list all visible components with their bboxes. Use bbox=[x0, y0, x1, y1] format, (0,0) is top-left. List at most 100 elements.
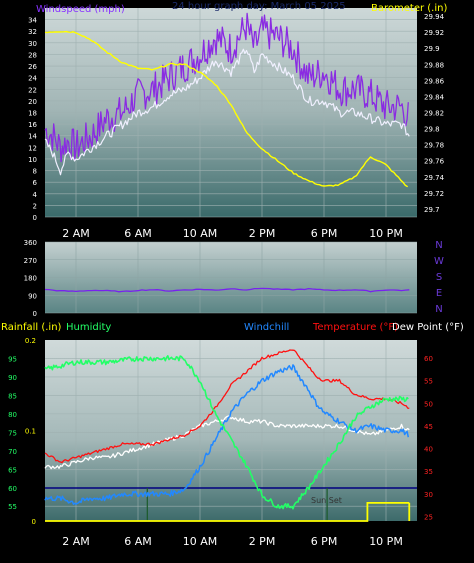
temperature-line bbox=[44, 349, 410, 464]
temp-hum-ticks: 55 60 65 70 75 80 85 90 95 25 30 35 40 45 50 55 60 0 0.1 0.… bbox=[8, 337, 433, 548]
windspeed-tick-label: 16 bbox=[28, 121, 37, 129]
temp-x-tick-label: 10 AM bbox=[183, 535, 218, 548]
humidity-tick-label: 65 bbox=[8, 466, 17, 474]
humidity-line bbox=[44, 355, 409, 510]
compass-label: N bbox=[435, 240, 442, 251]
barometer-tick-label: 29.82 bbox=[424, 110, 444, 118]
winddir-grid bbox=[45, 241, 417, 314]
barometer-tick-label: 29.88 bbox=[424, 61, 444, 69]
winddir-ticks: 0 90 180 270 360 bbox=[24, 239, 37, 318]
windspeed-line bbox=[44, 48, 410, 176]
windspeed-tick-label: 4 bbox=[33, 191, 38, 199]
wind-x-tick-label: 10 PM bbox=[369, 227, 403, 240]
windspeed-tick-label: 24 bbox=[28, 75, 37, 83]
temp-x-tick-label: 6 AM bbox=[124, 535, 152, 548]
temperature-tick-label: 40 bbox=[424, 446, 433, 454]
humidity-tick-label: 85 bbox=[8, 392, 17, 400]
humidity-tick-label: 95 bbox=[8, 355, 17, 363]
windspeed-tick-label: 8 bbox=[33, 168, 37, 176]
barometer-tick-label: 29.76 bbox=[424, 158, 445, 166]
barometer-tick-label: 29.74 bbox=[424, 174, 445, 182]
windspeed-tick-label: 0 bbox=[33, 214, 37, 222]
temp-x-tick-label: 10 PM bbox=[369, 535, 403, 548]
windspeed-tick-label: 22 bbox=[28, 86, 37, 94]
windspeed-tick-label: 28 bbox=[28, 51, 37, 59]
windspeed-tick-label: 26 bbox=[28, 63, 37, 71]
windspeed-tick-label: 10 bbox=[28, 156, 37, 164]
rainfall-tick-label: 0.2 bbox=[25, 337, 36, 345]
humidity-tick-label: 55 bbox=[8, 503, 17, 511]
barometer-tick-label: 29.78 bbox=[424, 142, 444, 150]
winddir-tick-label: 90 bbox=[28, 292, 37, 300]
dewpoint-axis-label: Dew Point (°F) bbox=[392, 322, 464, 333]
winddir-line bbox=[44, 287, 410, 293]
wind-x-tick-label: 2 PM bbox=[249, 227, 276, 240]
temperature-tick-label: 35 bbox=[424, 468, 433, 476]
humidity-tick-label: 80 bbox=[8, 411, 17, 419]
wind-x-tick-label: 6 PM bbox=[311, 227, 338, 240]
wind-x-tick-label: 10 AM bbox=[183, 227, 218, 240]
wind-x-tick-label: 6 AM bbox=[124, 227, 152, 240]
barometer-tick-label: 29.8 bbox=[424, 126, 440, 134]
rainfall-axis-label: Rainfall (.in) bbox=[1, 322, 62, 333]
humidity-tick-label: 60 bbox=[8, 485, 17, 493]
temperature-axis-label: Temperature (°F) bbox=[312, 322, 398, 333]
temp-x-tick-label: 2 AM bbox=[62, 535, 90, 548]
barometer-tick-label: 29.9 bbox=[424, 45, 440, 53]
temperature-tick-label: 60 bbox=[424, 355, 433, 363]
windspeed-axis-label: Windspeed (mph) bbox=[36, 4, 125, 15]
temperature-tick-label: 45 bbox=[424, 423, 433, 431]
compass-label: W bbox=[434, 256, 444, 267]
humidity-tick-label: 75 bbox=[8, 429, 17, 437]
barometer-line bbox=[44, 30, 409, 188]
winddir-tick-label: 360 bbox=[24, 239, 37, 247]
temperature-tick-label: 30 bbox=[424, 491, 433, 499]
wind-x-tick-label: 2 AM bbox=[62, 227, 90, 240]
barometer-tick-label: 29.94 bbox=[424, 13, 445, 21]
winddir-tick-label: 270 bbox=[24, 257, 37, 265]
barometer-tick-label: 29.72 bbox=[424, 190, 444, 198]
temperature-tick-label: 25 bbox=[424, 513, 433, 521]
windspeed-tick-label: 2 bbox=[33, 202, 37, 210]
compass-label: S bbox=[436, 272, 442, 283]
windspeed-tick-label: 20 bbox=[28, 98, 37, 106]
temperature-tick-label: 50 bbox=[424, 400, 433, 408]
windspeed-tick-label: 14 bbox=[28, 133, 37, 141]
winddir-tick-label: 0 bbox=[33, 310, 37, 318]
rainfall-tick-label: 0.1 bbox=[25, 428, 36, 436]
temp-x-tick-label: 2 PM bbox=[249, 535, 276, 548]
windspeed-tick-label: 6 bbox=[33, 179, 38, 187]
humidity-tick-label: 70 bbox=[8, 448, 17, 456]
temp-x-tick-label: 6 PM bbox=[311, 535, 338, 548]
rainfall-line bbox=[45, 501, 410, 522]
barometer-tick-label: 29.7 bbox=[424, 206, 440, 214]
barometer-tick-label: 29.92 bbox=[424, 29, 444, 37]
rainfall-tick-label: 0 bbox=[32, 518, 36, 526]
barometer-tick-label: 29.86 bbox=[424, 77, 445, 85]
temp-hum-series bbox=[44, 349, 417, 522]
sunset-annotation: Sun Set bbox=[311, 496, 342, 505]
temperature-tick-label: 55 bbox=[424, 378, 433, 386]
temp-hum-plot-area bbox=[45, 340, 417, 521]
compass-label: N bbox=[435, 304, 442, 315]
winddir-series bbox=[44, 287, 410, 293]
winddir-tick-label: 180 bbox=[24, 275, 37, 283]
humidity-tick-label: 90 bbox=[8, 374, 17, 382]
windspeed-tick-label: 18 bbox=[28, 110, 37, 118]
compass-label: E bbox=[436, 288, 442, 299]
windchill-axis-label: Windchill bbox=[244, 322, 289, 333]
windspeed-tick-label: 12 bbox=[28, 144, 37, 152]
wind-baro-series bbox=[44, 12, 410, 188]
gust-line bbox=[44, 12, 409, 163]
barometer-tick-label: 29.84 bbox=[424, 93, 445, 101]
windspeed-tick-label: 34 bbox=[28, 17, 37, 25]
temp-hum-grid bbox=[45, 340, 417, 521]
humidity-axis-label: Humidity bbox=[66, 322, 111, 333]
windspeed-tick-label: 32 bbox=[28, 28, 37, 36]
windspeed-tick-label: 30 bbox=[28, 40, 37, 48]
wind-baro-title: 24 hour graph day: March 05 2025 bbox=[172, 1, 346, 12]
